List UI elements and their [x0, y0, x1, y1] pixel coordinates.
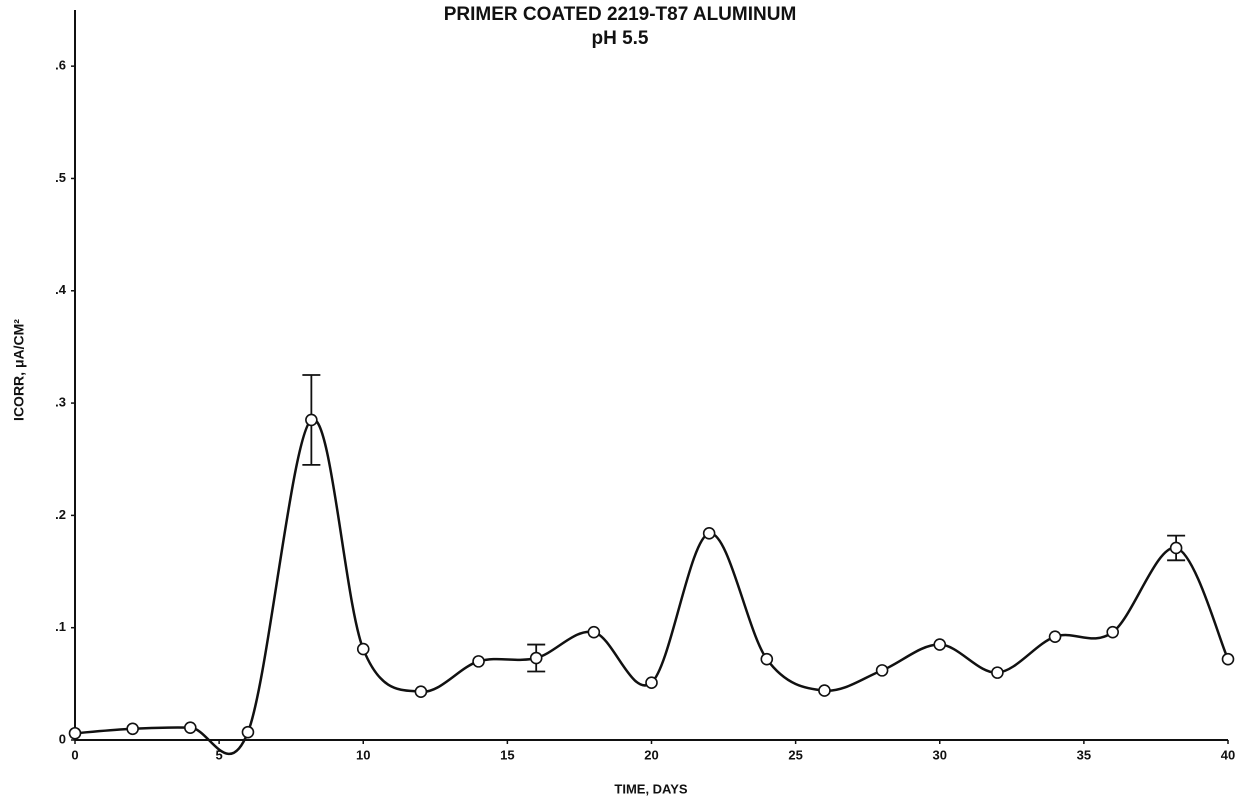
x-tick-label: 5 — [216, 747, 223, 762]
x-tick-label: 35 — [1077, 747, 1091, 762]
data-point — [645, 676, 658, 690]
data-point — [356, 642, 370, 656]
data-point — [126, 722, 139, 736]
data-point — [241, 725, 255, 739]
y-tick-label: .1 — [55, 619, 66, 634]
chart-title: PRIMER COATED 2219-T87 ALUMINUM — [444, 4, 797, 25]
data-point — [875, 664, 889, 677]
x-axis-label: TIME, DAYS — [614, 781, 688, 796]
x-tick-label: 0 — [71, 747, 78, 762]
y-tick-label: 0 — [59, 731, 66, 746]
data-point — [1221, 652, 1235, 666]
chart-subtitle: pH 5.5 — [591, 28, 648, 49]
data-point — [818, 684, 831, 697]
y-tick-label: .2 — [55, 507, 66, 522]
x-tick-label: 20 — [644, 747, 658, 762]
data-point — [305, 413, 318, 427]
data-point — [472, 655, 485, 668]
data-point — [414, 685, 428, 699]
data-point — [933, 638, 947, 651]
x-tick-label: 30 — [933, 747, 947, 762]
data-point — [702, 527, 716, 540]
data-point — [991, 666, 1004, 679]
data-point — [587, 625, 601, 639]
data-point — [1169, 541, 1183, 555]
data-point — [1048, 630, 1062, 643]
x-tick-label: 25 — [788, 747, 802, 762]
data-point — [184, 721, 197, 734]
data-point — [1106, 625, 1119, 639]
data-point — [529, 651, 543, 665]
y-axis-label: ICORR, μA/CM² — [11, 319, 27, 421]
x-tick-label: 40 — [1221, 747, 1235, 762]
x-tick-label: 10 — [356, 747, 370, 762]
y-tick-label: .5 — [55, 170, 66, 185]
data-point — [68, 726, 82, 740]
x-tick-label: 15 — [500, 747, 514, 762]
data-line — [74, 418, 1230, 756]
y-tick-label: .4 — [55, 282, 67, 297]
y-tick-label: .6 — [55, 58, 66, 73]
y-tick-label: .3 — [55, 395, 66, 410]
data-point — [760, 652, 774, 666]
